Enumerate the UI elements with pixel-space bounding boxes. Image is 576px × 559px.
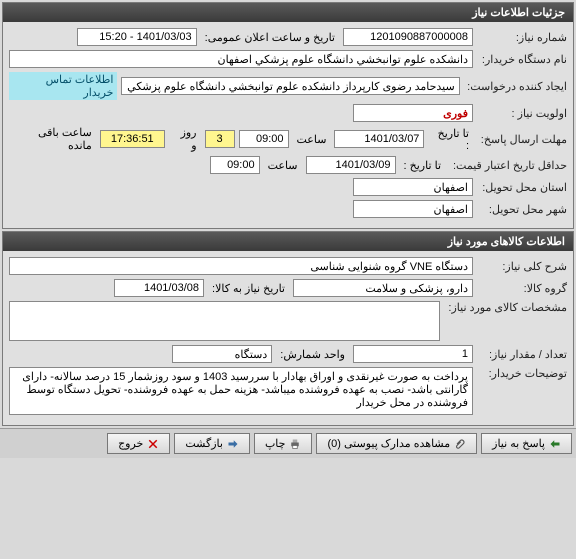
city-field <box>353 200 473 218</box>
need-date-label: تاریخ نیاز به کالا: <box>208 282 289 295</box>
reply-button[interactable]: پاسخ به نیاز <box>481 433 572 454</box>
printer-icon <box>289 438 301 450</box>
creator-field <box>121 77 459 95</box>
print-button[interactable]: چاپ <box>254 433 313 454</box>
contact-link[interactable]: اطلاعات تماس خریدار <box>9 72 117 100</box>
desc-field <box>9 257 473 275</box>
qty-label: تعداد / مقدار نیاز: <box>477 348 567 361</box>
valid-label: حداقل تاریخ اعتبار قیمت: <box>449 159 567 172</box>
spec-label: مشخصات کالای مورد نیاز: <box>444 301 567 314</box>
buyer-label: نام دستگاه خریدار: <box>477 53 567 66</box>
days-label: روز و <box>169 126 201 152</box>
need-no-field <box>343 28 473 46</box>
panel1-header: جزئیات اطلاعات نیاز <box>3 3 573 22</box>
city-label: شهر محل تحویل: <box>477 203 567 216</box>
buyer-field <box>9 50 473 68</box>
qty-field <box>353 345 473 363</box>
footer-toolbar: پاسخ به نیاز مشاهده مدارک پیوستی (0) چاپ… <box>0 428 576 458</box>
creator-label: ایجاد کننده درخواست: <box>464 80 567 93</box>
group-field <box>293 279 473 297</box>
attachments-button-label: مشاهده مدارک پیوستی (0) <box>327 437 450 450</box>
deadline-label: مهلت ارسال پاسخ: <box>477 133 567 146</box>
exit-icon <box>147 438 159 450</box>
valid-date-field <box>306 156 396 174</box>
panel2-header: اطلاعات کالاهای مورد نیاز <box>3 232 573 251</box>
panel1-body: شماره نیاز: تاریخ و ساعت اعلان عمومی: نا… <box>3 22 573 228</box>
to-date-label-1: تا تاریخ : <box>428 127 473 152</box>
print-button-label: چاپ <box>265 437 286 450</box>
back-button-label: بازگشت <box>185 437 223 450</box>
remain-label: ساعت باقی مانده <box>9 126 96 152</box>
to-date-label-2: تا تاریخ : <box>400 159 445 172</box>
need-date-field <box>114 279 204 297</box>
back-icon <box>227 438 239 450</box>
province-label: استان محل تحویل: <box>477 181 567 194</box>
exit-button[interactable]: خروج <box>107 433 170 454</box>
spec-field <box>9 301 440 341</box>
attachments-button[interactable]: مشاهده مدارک پیوستی (0) <box>316 433 477 454</box>
exit-button-label: خروج <box>118 437 143 450</box>
notes-field: پرداخت به صورت غیرنقدی و اوراق بهادار با… <box>9 367 473 415</box>
time-label-1: ساعت <box>293 133 331 146</box>
unit-label: واحد شمارش: <box>276 348 349 361</box>
panel2-body: شرح کلی نیاز: گروه کالا: تاریخ نیاز به ک… <box>3 251 573 425</box>
time-label-2: ساعت <box>264 159 302 172</box>
reply-icon <box>549 438 561 450</box>
priority-label: اولویت نیاز : <box>477 107 567 120</box>
notes-label: توضیحات خریدار: <box>477 367 567 380</box>
public-date-field <box>77 28 197 46</box>
need-no-label: شماره نیاز: <box>477 31 567 44</box>
province-field <box>353 178 473 196</box>
valid-time-field <box>210 156 260 174</box>
deadline-date-field <box>334 130 424 148</box>
time-remain-field <box>100 130 165 148</box>
group-label: گروه کالا: <box>477 282 567 295</box>
days-remain-field <box>205 130 235 148</box>
deadline-time-field <box>239 130 289 148</box>
need-details-panel: جزئیات اطلاعات نیاز شماره نیاز: تاریخ و … <box>2 2 574 229</box>
public-date-label: تاریخ و ساعت اعلان عمومی: <box>201 31 339 44</box>
priority-field <box>353 104 473 122</box>
desc-label: شرح کلی نیاز: <box>477 260 567 273</box>
unit-field <box>172 345 272 363</box>
items-panel: اطلاعات کالاهای مورد نیاز شرح کلی نیاز: … <box>2 231 574 426</box>
paperclip-icon <box>454 438 466 450</box>
reply-button-label: پاسخ به نیاز <box>492 437 545 450</box>
back-button[interactable]: بازگشت <box>174 433 250 454</box>
